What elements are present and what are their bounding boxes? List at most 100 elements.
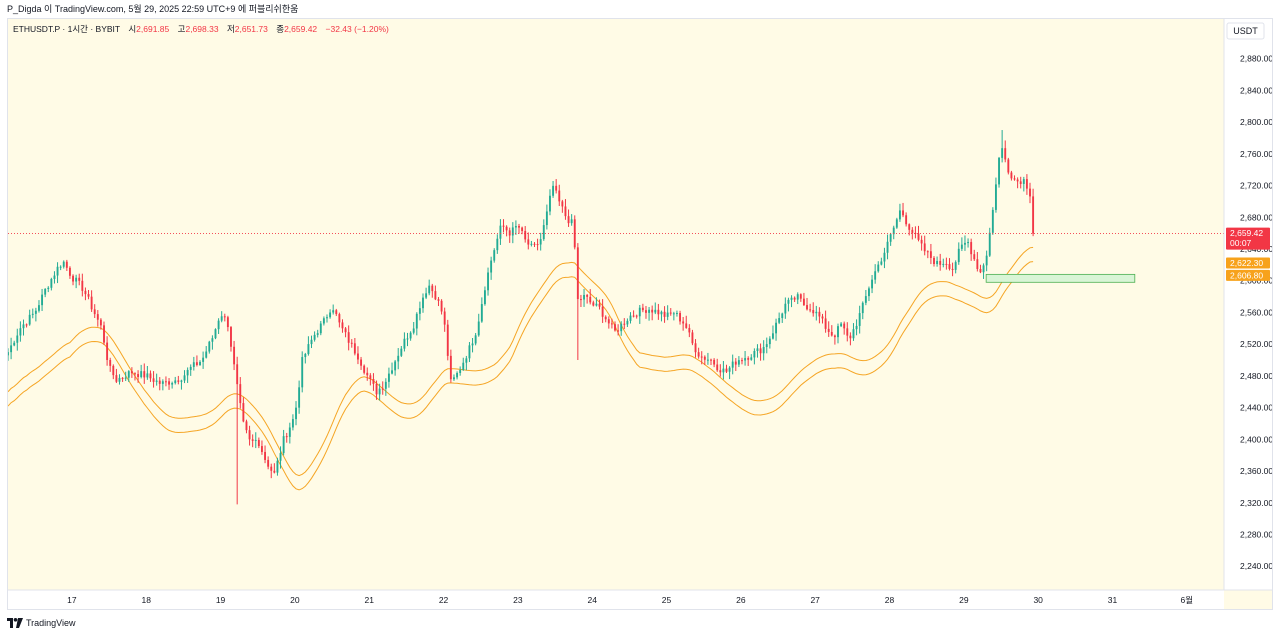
candle-body	[772, 333, 774, 339]
candle-body	[316, 333, 319, 335]
candle-body	[38, 305, 40, 311]
candle-body	[127, 371, 130, 378]
candle-body	[750, 357, 753, 360]
candle-body	[561, 201, 564, 207]
candle-body	[812, 310, 815, 314]
candle-body	[112, 365, 115, 376]
candle-body	[152, 378, 155, 382]
candle-body	[635, 315, 638, 317]
x-tick-label: 24	[587, 595, 597, 605]
candle-body	[626, 320, 629, 325]
y-tick-label: 2,440.00	[1240, 403, 1272, 413]
legend-symbol: ETHUSDT.P · 1시간 · BYBIT	[13, 24, 120, 34]
x-tick-label: 22	[439, 595, 449, 605]
candle-body	[908, 224, 911, 230]
candle-body	[731, 361, 734, 368]
footer: TradingView	[0, 612, 1280, 634]
candle-body	[248, 430, 251, 440]
candle-body	[378, 388, 381, 395]
candle-body	[174, 380, 177, 384]
candle-body	[34, 310, 37, 314]
candle-body	[301, 357, 304, 388]
candle-body	[285, 436, 288, 438]
tradingview-logo[interactable]: TradingView	[7, 612, 76, 634]
candle-body	[394, 361, 397, 371]
candle-body	[595, 303, 598, 306]
tradingview-icon	[7, 618, 23, 628]
candle-body	[360, 359, 363, 366]
candle-body	[914, 232, 917, 234]
chart-frame[interactable]: USDT 2,880.00 2,840.00 2,800.00 2,760.00 2,7…	[7, 18, 1273, 610]
legend-low: 2,651.73	[235, 24, 268, 34]
plot-area[interactable]	[8, 19, 1224, 590]
time-axis[interactable]	[8, 590, 1224, 609]
support-zone[interactable]	[985, 273, 1136, 283]
candle-body	[685, 323, 688, 328]
candle-body	[384, 381, 387, 389]
candle-body	[818, 311, 821, 317]
candle-body	[242, 403, 245, 422]
candle-body	[874, 271, 877, 280]
candle-body	[186, 369, 189, 376]
candle-body	[679, 312, 681, 322]
candle-body	[970, 242, 973, 255]
candle-body	[211, 338, 214, 342]
candle-body	[276, 460, 279, 473]
legend-change: −32.43 (−1.20%)	[326, 24, 389, 34]
candle-body	[988, 232, 991, 256]
candle-body	[552, 185, 555, 196]
candle-body	[78, 277, 81, 281]
candle-body	[471, 343, 474, 346]
candle-body	[468, 345, 471, 359]
candle-body	[434, 291, 437, 300]
candle-body	[137, 374, 140, 378]
candle-body	[31, 313, 34, 315]
x-tick-label: 28	[885, 595, 895, 605]
candle-body	[214, 329, 217, 339]
candle-body	[629, 315, 632, 321]
candle-body	[1016, 179, 1019, 182]
candle-body	[239, 384, 242, 404]
candle-body	[75, 277, 78, 282]
candle-body	[56, 266, 59, 276]
candle-body	[273, 470, 276, 473]
currency-button[interactable]	[1226, 22, 1265, 40]
candle-body	[542, 225, 545, 240]
candle-body	[350, 342, 353, 344]
candle-body	[787, 299, 790, 304]
candle-body	[657, 309, 660, 315]
candle-body	[530, 243, 533, 245]
candle-body	[415, 313, 418, 329]
candle-body	[809, 309, 812, 311]
candle-body	[620, 323, 623, 332]
candle-body	[837, 326, 839, 338]
price-chart[interactable]: USDT 2,880.00 2,840.00 2,800.00 2,760.00 2,7…	[8, 19, 1272, 609]
x-tick-label: 18	[142, 595, 152, 605]
candle-body	[589, 296, 592, 303]
candle-body	[502, 225, 505, 227]
candle-body	[412, 328, 415, 333]
candle-body	[254, 439, 257, 441]
y-tick-label: 2,560.00	[1240, 307, 1272, 317]
candle-body	[905, 215, 908, 225]
y-tick-label: 2,320.00	[1240, 498, 1272, 508]
candle-body	[898, 210, 901, 220]
candle-body	[521, 227, 524, 231]
candle-body	[936, 260, 939, 265]
candle-body	[298, 387, 301, 408]
candle-body	[669, 312, 672, 314]
candle-body	[387, 373, 390, 382]
candle-body	[994, 184, 997, 210]
candle-body	[279, 453, 282, 461]
candle-body	[44, 288, 47, 295]
author-line: P_Digda 이 TradingView.com, 5월 29, 2025 2…	[7, 4, 299, 14]
candle-body	[703, 356, 706, 360]
candle-body	[251, 439, 254, 441]
candle-body	[713, 359, 716, 365]
price-axis[interactable]	[1224, 19, 1272, 590]
y-tick-label: 2,720.00	[1240, 181, 1272, 191]
candle-body	[614, 324, 616, 331]
candle-body	[50, 278, 53, 288]
candle-body	[93, 309, 96, 315]
candle-body	[648, 309, 651, 313]
